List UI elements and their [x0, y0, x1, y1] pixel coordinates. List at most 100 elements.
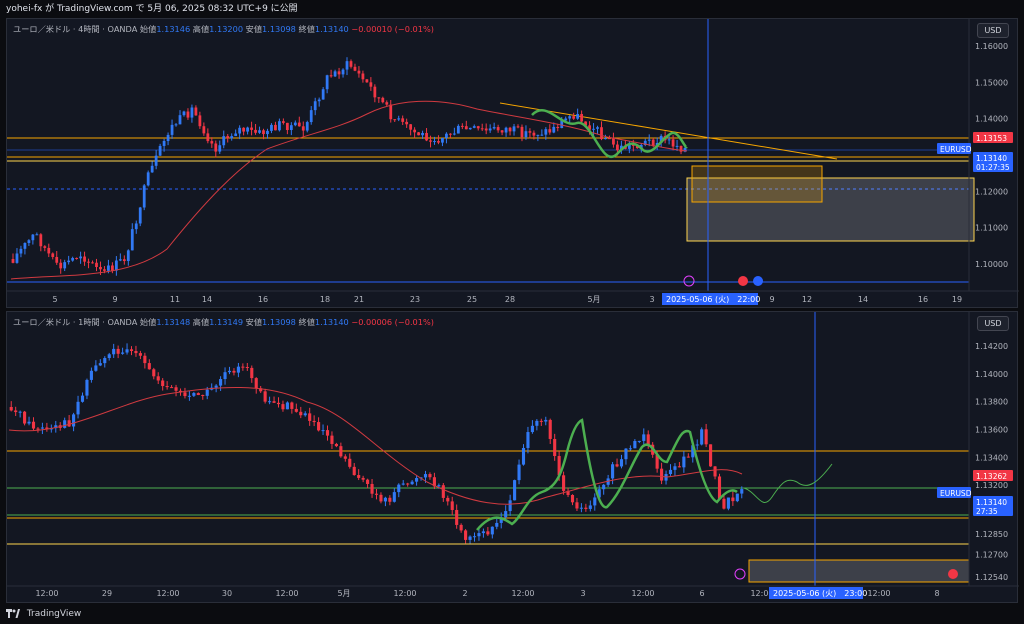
bar1h-candle [156, 376, 160, 381]
bar4h-candle [592, 128, 595, 130]
bar1h-candle [18, 411, 22, 413]
bar4h-candle [166, 134, 170, 142]
bar1h-candle [624, 448, 628, 460]
bar1h-candle [299, 411, 303, 416]
bar4h-candle [150, 165, 154, 173]
bar1h-candle [486, 531, 490, 535]
bar4h-candle [548, 129, 552, 133]
bar1h-candle [348, 458, 352, 467]
p1-time-tick: 19 [952, 295, 962, 304]
bar4h-candle [274, 124, 277, 131]
bar1h-candle [735, 493, 739, 502]
bar1h-candle [677, 466, 681, 468]
bar4h-candle [385, 102, 389, 105]
symbol-title[interactable]: ユーロ／米ドル · 1時間 · OANDA [13, 317, 138, 327]
bar1h-candle [668, 469, 673, 475]
bar1h-candle [281, 404, 285, 410]
bar4h-candle [301, 126, 305, 131]
bar4h-candle [134, 223, 138, 230]
bar1h-candle [709, 444, 713, 467]
bar4h-candle [639, 145, 643, 149]
p1-time-tick: 12 [802, 295, 812, 304]
bar1h-candle [566, 490, 570, 495]
bar4h-candle [11, 259, 15, 263]
bar4h-candle [643, 140, 647, 146]
bar1h-candle [165, 386, 169, 388]
brand-name[interactable]: TradingView [26, 609, 82, 619]
bar1h-candle [508, 500, 512, 512]
bar1h-candle [704, 429, 708, 445]
bar4h-candle [75, 257, 79, 259]
p2-price-tick: 1.12850 [975, 530, 1008, 539]
bar4h-candle [572, 116, 576, 119]
bar1h-candle [232, 370, 236, 373]
bar1h-candle [504, 511, 508, 518]
bar4h-candle [671, 139, 675, 147]
bar4h-candle [532, 132, 536, 136]
p1-price-badge-label: EURUSD [940, 145, 972, 154]
chart-canvas-4h[interactable]: 1.16000 1.15000 1.14000 1.12000 1.11000 1.100… [7, 19, 1019, 309]
bar4h-candle [349, 61, 353, 67]
bar4h-candle [138, 207, 142, 224]
flag-event-icon [948, 569, 958, 579]
currency-selector[interactable]: USD [977, 316, 1009, 331]
bar1h-candle [370, 483, 374, 494]
bar4h-candle [329, 75, 333, 77]
bar4h-candle [413, 129, 417, 133]
bar1h-candle [446, 497, 450, 502]
bar1h-candle [254, 378, 258, 389]
bar1h-candle [227, 370, 232, 373]
bar1h-candle [161, 380, 165, 387]
chart-panel-4h[interactable]: ユーロ／米ドル · 4時間 · OANDA 始値1.13146 高値1.1320… [6, 18, 1019, 309]
bar1h-candle [40, 427, 44, 429]
p2-price-badge [973, 505, 1013, 516]
bar4h-candle [206, 133, 210, 142]
bar1h-candle [593, 497, 597, 506]
p1-time-tick: 16 [918, 295, 928, 304]
bar4h-candle [321, 89, 325, 100]
p2-price-badge [937, 487, 971, 498]
bar1h-candle [54, 425, 58, 429]
bar1h-candle [116, 348, 120, 354]
bar1h-candle [441, 485, 445, 498]
bar1h-candle [517, 464, 521, 481]
bar1h-candle [201, 395, 205, 397]
p2-price-badge-label: 27:35 [976, 507, 998, 516]
footer-bar: TradingView [0, 605, 1024, 624]
bar4h-candle [31, 234, 35, 241]
bar1h-candle [129, 349, 134, 352]
bar4h-candle [79, 256, 82, 259]
bar4h-candle [488, 128, 492, 131]
bar1h-candle [67, 420, 71, 427]
bar1h-candle [686, 456, 690, 458]
bar1h-candle [455, 509, 459, 525]
bar1h-candle [588, 505, 592, 509]
bar4h-candle [118, 259, 122, 261]
chart-panel-1h[interactable]: ユーロ／米ドル · 1時間 · OANDA 始値1.13148 高値1.1314… [6, 311, 1019, 604]
bar1h-candle [76, 401, 80, 415]
bar1h-candle [23, 411, 27, 424]
bar1h-candle [579, 507, 583, 509]
bar4h-candle [67, 260, 71, 263]
bar1h-candle [410, 481, 414, 485]
p2-time-tick: 12:00 [156, 589, 179, 598]
bar4h-candle [297, 122, 301, 127]
bar1h-candle [317, 422, 321, 431]
currency-selector[interactable]: USD [977, 23, 1009, 38]
bar1h-candle [152, 369, 156, 377]
bar4h-candle [472, 126, 476, 128]
p1-price-tick: 1.16000 [975, 42, 1008, 51]
p1-time-tick: 25 [467, 295, 477, 304]
p1-price-tick: 1.15000 [975, 78, 1008, 87]
bar4h-candle [174, 124, 178, 126]
p1-time-tick: 16 [258, 295, 268, 304]
symbol-title[interactable]: ユーロ／米ドル · 4時間 · OANDA [13, 24, 138, 34]
flag-event-icon-2 [753, 276, 763, 286]
p1-price-badge [973, 161, 1013, 172]
bar4h-candle [631, 144, 635, 146]
chart-canvas-1h[interactable]: 1.14200 1.14000 1.13800 1.13600 1.13400 1.132… [7, 312, 1019, 604]
bar1h-candle [544, 419, 548, 422]
bar1h-candle [85, 379, 89, 396]
bar4h-candle [564, 118, 568, 121]
bar1h-candle [691, 445, 695, 458]
